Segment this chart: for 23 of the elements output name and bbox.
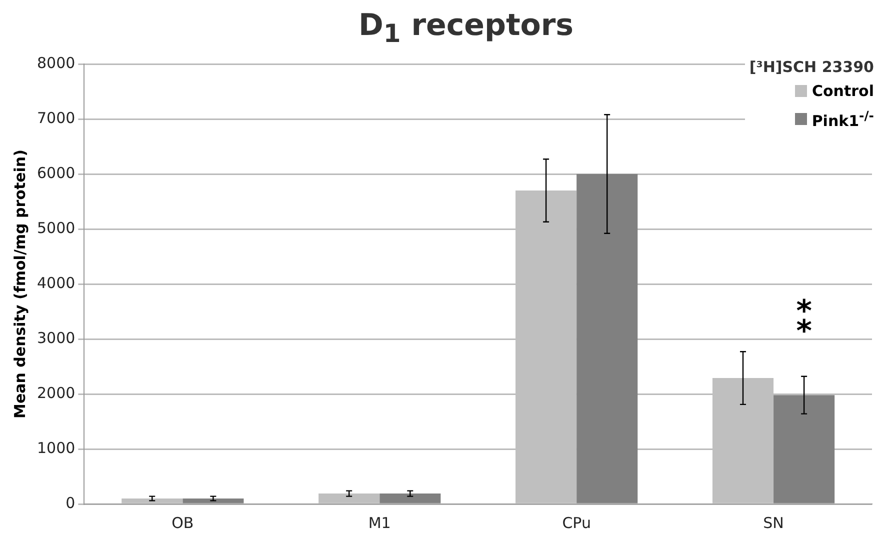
legend-label: Pink1$^{-/-}$ xyxy=(812,108,874,130)
bar xyxy=(774,395,835,504)
bar xyxy=(576,174,638,504)
bar xyxy=(182,498,244,504)
annotation: ** xyxy=(796,294,812,350)
y-tick-label: 6000 xyxy=(36,164,76,182)
y-tick-label: 1000 xyxy=(36,438,76,457)
x-tick-label: CPu xyxy=(562,514,591,532)
y-tick-label: 2000 xyxy=(36,384,76,402)
y-tick-label: 3000 xyxy=(36,328,76,347)
chart-title: D$_{1}$ receptors xyxy=(357,8,575,50)
y-tick-label: 8000 xyxy=(36,54,76,72)
y-axis-title: Mean density (fmol/mg protein) xyxy=(10,150,29,418)
legend-label: Control xyxy=(812,82,874,100)
x-tick-label: OB xyxy=(172,514,194,532)
x-tick-label: M1 xyxy=(368,514,391,532)
y-tick-label: 7000 xyxy=(36,108,76,127)
x-tick-label: SN xyxy=(763,514,784,532)
y-tick-label: 4000 xyxy=(36,274,76,292)
y-tick-label: 0 xyxy=(66,494,76,512)
y-tick-label: 5000 xyxy=(36,218,76,237)
legend-title: [³H]SCH 23390 xyxy=(749,58,874,76)
bar xyxy=(380,494,441,504)
